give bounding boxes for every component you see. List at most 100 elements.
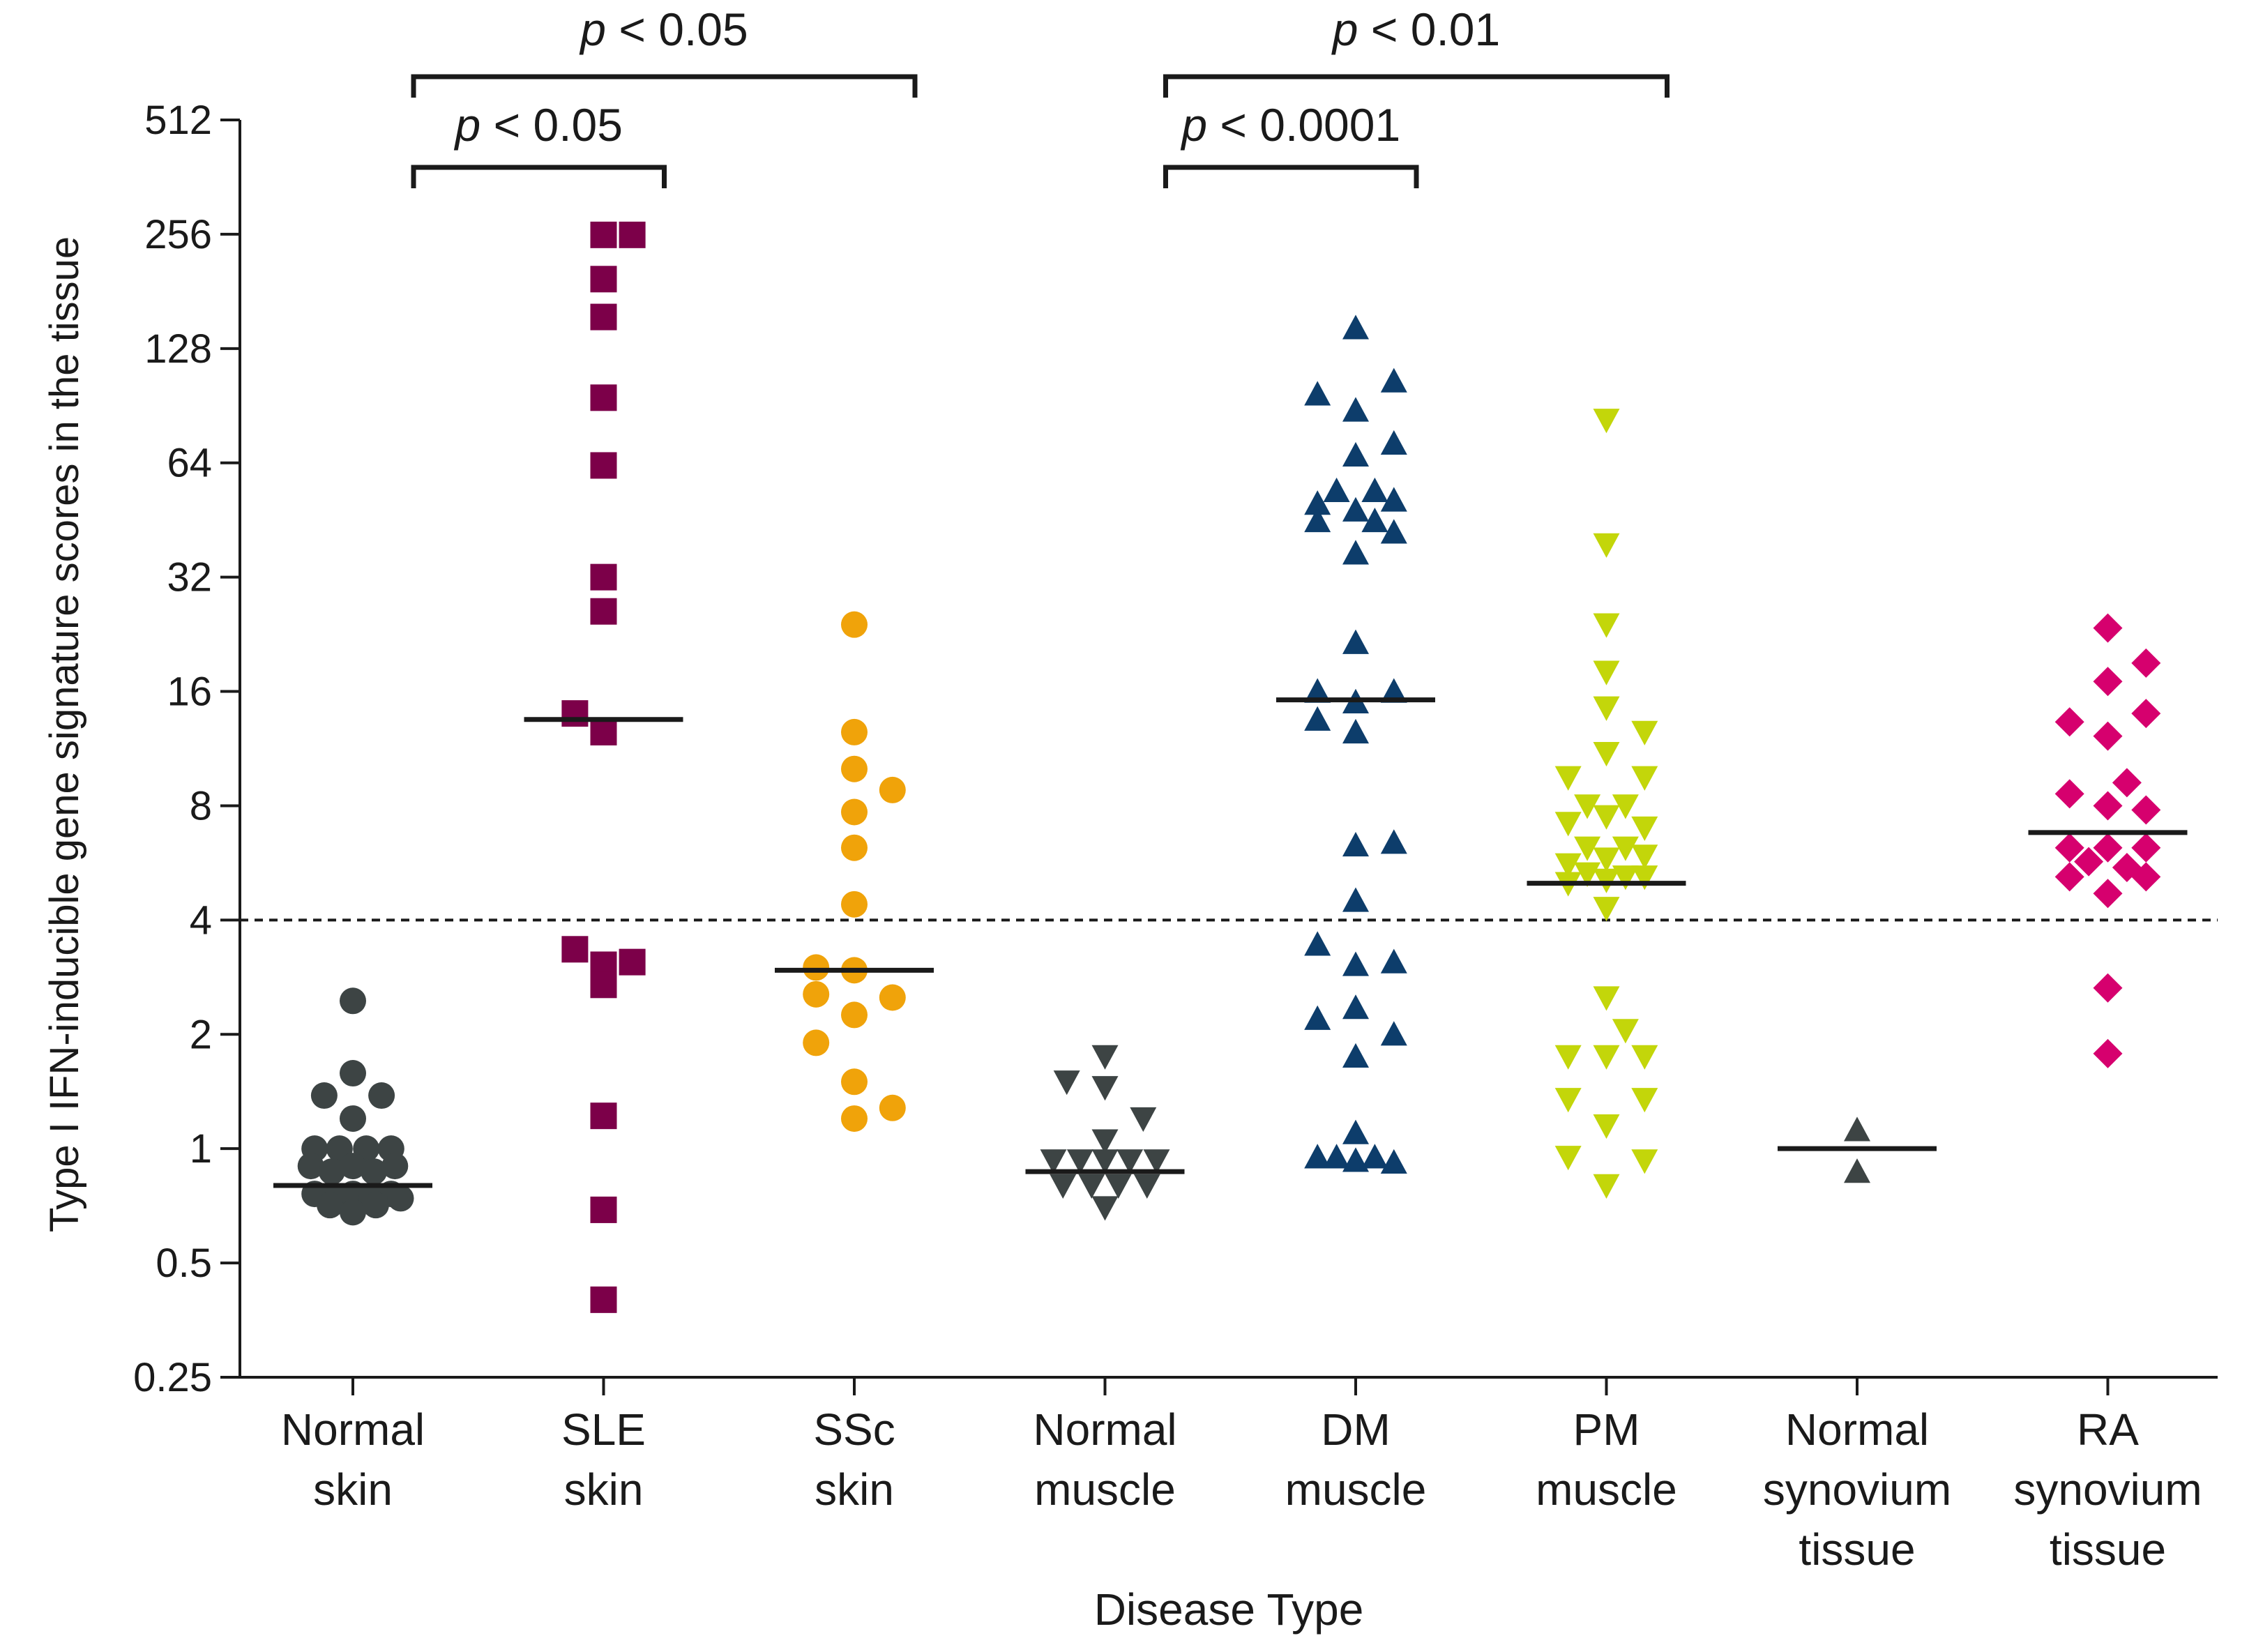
x-tick-label-ra-synovium: RA: [2077, 1404, 2139, 1455]
data-point-square: [590, 452, 617, 479]
data-point-triangle-down: [1091, 1076, 1119, 1101]
data-point-triangle-down: [1554, 1088, 1582, 1113]
data-point-triangle-up: [1342, 629, 1369, 654]
data-point-triangle-up: [1380, 1149, 1407, 1174]
median-lines: [273, 697, 2188, 1188]
data-point-triangle-up: [1342, 951, 1369, 976]
data-point-triangle-up: [1844, 1158, 1870, 1183]
data-point-triangle-up: [1361, 477, 1388, 503]
data-point-square: [590, 266, 617, 293]
data-point-triangle-down: [1554, 1146, 1582, 1171]
data-point-triangle-down: [1554, 853, 1582, 878]
data-point-triangle-down: [1593, 741, 1620, 767]
data-point-circle: [368, 1082, 395, 1109]
data-point-triangle-down: [1631, 1045, 1658, 1070]
data-point-triangle-down: [1040, 1149, 1067, 1174]
data-point-diamond: [2093, 613, 2123, 643]
data-point-triangle-up: [1380, 430, 1407, 455]
y-tick-label: 1: [190, 1126, 212, 1172]
data-point-diamond: [2093, 721, 2123, 751]
x-tick-label-normal-muscle: muscle: [1034, 1464, 1176, 1515]
data-point-triangle-up: [1323, 477, 1350, 503]
data-point-triangle-down: [1593, 533, 1620, 558]
data-point-triangle-up: [1342, 1119, 1369, 1144]
data-point-triangle-down: [1612, 1019, 1639, 1044]
data-point-triangle-down: [1554, 812, 1582, 837]
data-point-diamond: [2054, 707, 2084, 737]
data-point-circle: [841, 891, 868, 918]
data-point-triangle-up: [1844, 1116, 1870, 1142]
y-tick-label: 0.5: [156, 1241, 212, 1286]
x-tick-label-pm-muscle: PM: [1573, 1404, 1640, 1455]
data-point-triangle-up: [1342, 1043, 1369, 1068]
data-point-triangle-down: [1091, 1129, 1119, 1154]
y-tick-label: 256: [144, 212, 212, 257]
data-point-triangle-down: [1116, 1149, 1144, 1174]
data-point-triangle-up: [1380, 678, 1407, 703]
data-point-triangle-down: [1631, 816, 1658, 842]
data-point-triangle-up: [1342, 718, 1369, 744]
data-point-triangle-down: [1091, 1149, 1119, 1174]
data-point-circle: [841, 798, 868, 826]
y-tick-label: 512: [144, 98, 212, 143]
data-point-triangle-up: [1342, 315, 1369, 340]
data-point-circle: [879, 984, 906, 1011]
data-point-circle: [340, 1199, 366, 1226]
data-point-square: [590, 1196, 617, 1223]
x-tick-label-ra-synovium: tissue: [2050, 1524, 2166, 1575]
data-point-diamond: [2054, 833, 2084, 863]
data-point-circle: [340, 987, 366, 1015]
data-point-circle: [340, 1105, 366, 1132]
data-point-diamond: [2054, 779, 2084, 809]
data-point-diamond: [2131, 795, 2161, 825]
data-point-circle: [841, 718, 868, 745]
data-point-circle: [317, 1192, 344, 1219]
data-point-triangle-down: [1130, 1107, 1157, 1132]
data-point-triangle-down: [1593, 897, 1620, 922]
data-point-circle: [361, 1158, 388, 1185]
data-point-triangle-up: [1380, 829, 1407, 854]
data-point-triangle-down: [1631, 720, 1658, 745]
x-tick-label-sle-skin: skin: [564, 1464, 644, 1515]
y-tick-label: 64: [167, 441, 212, 486]
p-value-label: p < 0.05: [579, 3, 748, 55]
data-point-triangle-down: [1631, 1088, 1658, 1113]
data-point-circle: [841, 1001, 868, 1029]
y-tick-label: 32: [167, 555, 212, 600]
data-point-triangle-down: [1612, 794, 1639, 819]
significance-bracket: [1163, 165, 1419, 188]
data-point-triangle-down: [1554, 766, 1582, 791]
x-tick-label-ssc-skin: skin: [815, 1464, 894, 1515]
y-tick-label: 8: [190, 783, 212, 828]
y-axis-label: Type I IFN-inducible gene signature scor…: [42, 236, 87, 1232]
y-tick-label: 4: [190, 897, 212, 943]
x-tick-label-ssc-skin: SSc: [813, 1404, 895, 1455]
data-point-circle: [340, 1060, 366, 1087]
data-point-triangle-down: [1053, 1070, 1080, 1096]
data-point-diamond: [2093, 833, 2123, 863]
data-point-triangle-up: [1323, 1144, 1350, 1169]
data-point-square: [590, 563, 617, 591]
x-tick-label-dm-muscle: muscle: [1285, 1464, 1427, 1515]
x-tick-label-dm-muscle: DM: [1321, 1404, 1391, 1455]
data-point-circle: [318, 1158, 345, 1185]
data-point-triangle-down: [1593, 805, 1620, 830]
data-point-triangle-up: [1342, 540, 1369, 565]
data-point-triangle-down: [1554, 1045, 1582, 1070]
data-point-diamond: [2131, 862, 2161, 892]
p-value-label: p < 0.05: [454, 99, 623, 151]
data-point-triangle-down: [1612, 836, 1639, 861]
data-point-triangle-down: [1574, 794, 1601, 819]
significance-bracket: [411, 74, 918, 98]
data-point-circle: [381, 1153, 409, 1180]
data-point-circle: [297, 1153, 324, 1180]
data-point-square: [590, 384, 617, 411]
data-point-circle: [362, 1192, 389, 1219]
data-point-triangle-down: [1593, 986, 1620, 1011]
data-point-triangle-up: [1304, 931, 1331, 956]
data-point-triangle-down: [1631, 844, 1658, 870]
data-points: [297, 221, 2161, 1313]
data-point-diamond: [2093, 791, 2123, 821]
data-point-diamond: [2054, 862, 2084, 892]
data-point-triangle-down: [1593, 660, 1620, 685]
